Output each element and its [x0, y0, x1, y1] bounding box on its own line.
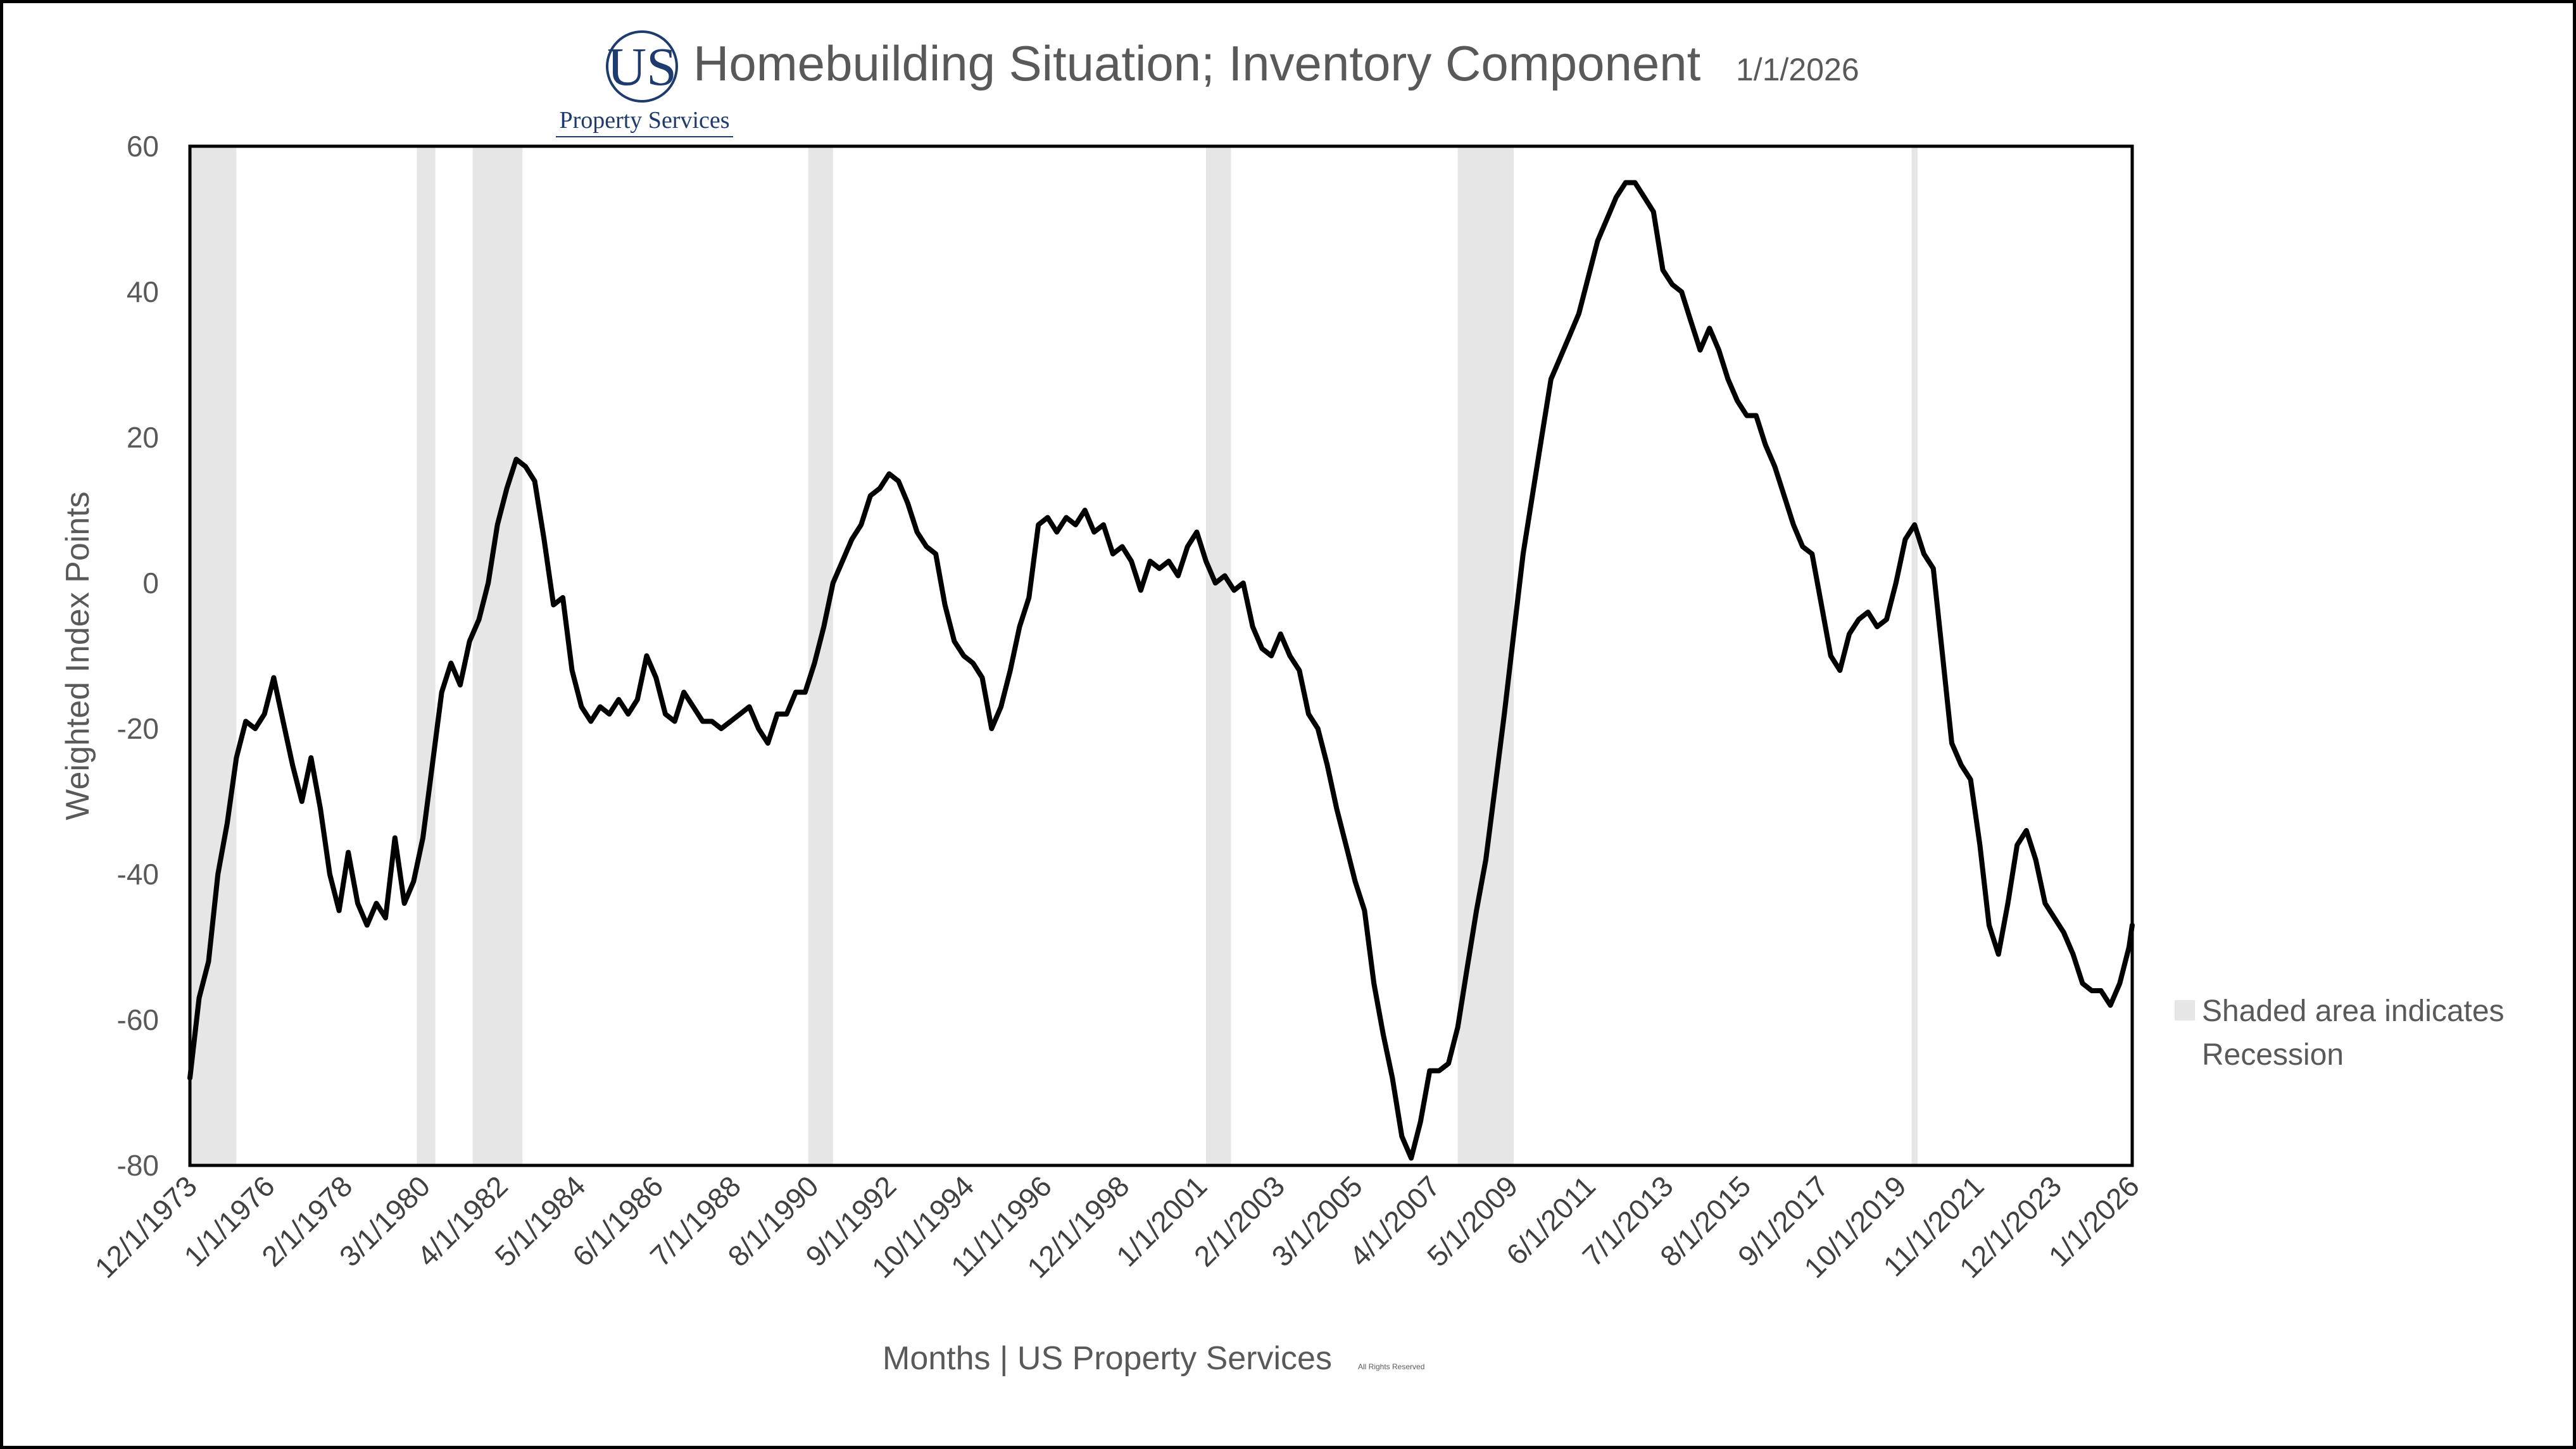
series-line	[187, 180, 2135, 1161]
y-axis-ticks: 60 40 20 0 -20 -40 -60 -80	[117, 130, 159, 1182]
recession-band	[1205, 146, 1231, 1165]
brand-logo: US Property Services	[556, 30, 733, 137]
y-tick-label: 60	[127, 130, 159, 163]
chart-date: 1/1/2026	[1736, 52, 1859, 87]
copyright-note: All Rights Reserved	[1358, 1362, 1424, 1371]
chart-title: Homebuilding Situation; Inventory Compon…	[693, 35, 1701, 91]
plot-area	[188, 144, 2134, 1167]
logo-mark: US	[607, 36, 677, 97]
recession-band	[1457, 146, 1514, 1165]
legend-line-1: Shaded area indicates	[2202, 994, 2504, 1028]
legend: Shaded area indicates Recession	[2175, 994, 2504, 1072]
y-tick-label: -20	[117, 712, 159, 745]
recession-band	[417, 146, 436, 1165]
recession-band	[472, 146, 523, 1165]
y-tick-label: -60	[117, 1003, 159, 1036]
y-tick-label: -40	[117, 858, 159, 891]
y-tick-label: 40	[127, 275, 159, 308]
y-tick-label: -80	[117, 1149, 159, 1182]
x-axis-ticks: 12/1/19731/1/19762/1/19783/1/19804/1/198…	[89, 1169, 2146, 1284]
legend-line-2: Recession	[2202, 1038, 2344, 1072]
recession-band	[808, 146, 833, 1165]
x-axis-label: Months | US Property Services	[883, 1340, 1332, 1377]
recession-bands	[190, 146, 1918, 1165]
recession-band	[1911, 146, 1918, 1165]
y-tick-label: 20	[127, 421, 159, 454]
logo-name: Property Services	[559, 107, 729, 134]
x-tick-label: 12/1/1973	[89, 1169, 203, 1284]
legend-swatch	[2175, 1000, 2195, 1020]
y-tick-label: 0	[142, 567, 159, 599]
logo-circle	[606, 30, 678, 103]
y-axis-label: Weighted Index Points	[60, 491, 96, 820]
line-chart: US Property Services Homebuilding Situat…	[60, 30, 2504, 1377]
